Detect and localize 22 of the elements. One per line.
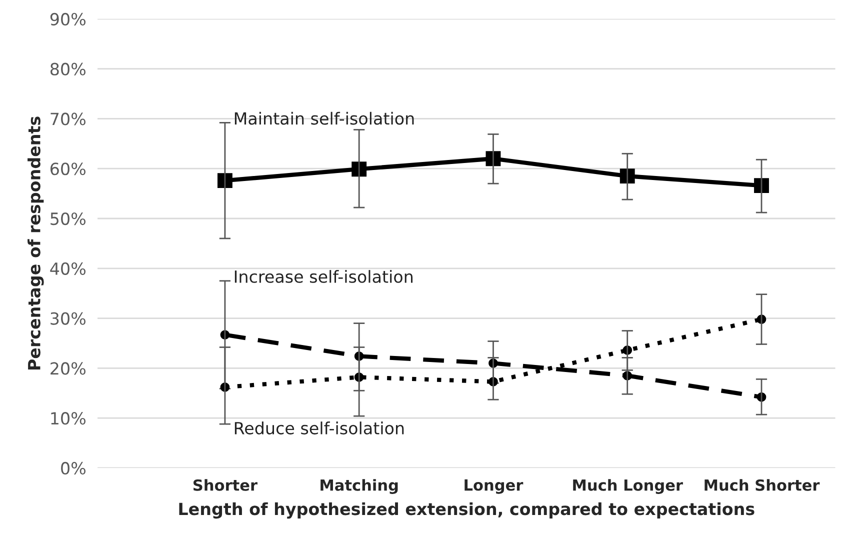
x-tick-label: Longer <box>464 479 524 494</box>
x-tick-label: Much Shorter <box>704 479 820 491</box>
y-tick-label: 50% <box>50 212 86 226</box>
x-axis-title: Length of hypothesized extension, compared to expectations <box>179 502 754 519</box>
y-tick-label: 0% <box>61 462 86 475</box>
x-tick-label: Shorter <box>193 479 258 491</box>
point <box>217 173 232 188</box>
x-tick-label: Much Longer <box>573 479 683 494</box>
text: Maintain self-isolation <box>234 112 414 125</box>
y-tick-label: 60% <box>50 162 86 176</box>
text: Increase self-isolation <box>234 270 413 283</box>
y-axis-title: Percentage of respondents <box>28 116 44 370</box>
y-tick-label: 70% <box>50 112 86 126</box>
series-label: Reduce self-isolation <box>234 422 404 434</box>
y-tick-label: 90% <box>50 12 86 26</box>
y-tick-label: 20% <box>50 362 86 375</box>
y-tick-label: 80% <box>50 62 86 76</box>
y-tick-label: 40% <box>50 262 86 275</box>
y-tick-label: 30% <box>50 312 86 325</box>
x-tick-label: Matching <box>320 479 398 494</box>
y-tick-label: 10% <box>51 412 86 425</box>
point <box>754 178 769 194</box>
